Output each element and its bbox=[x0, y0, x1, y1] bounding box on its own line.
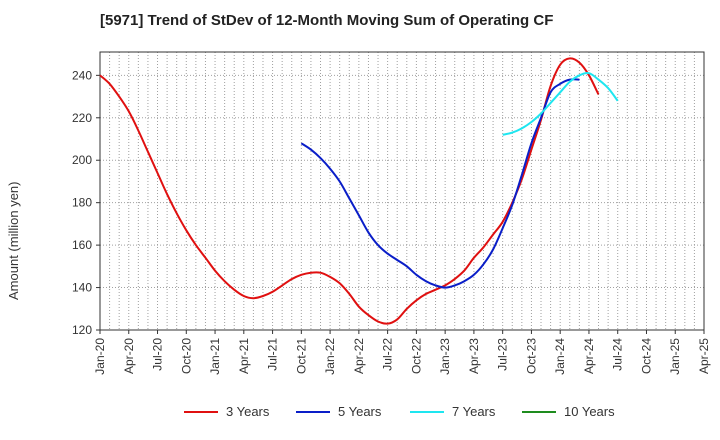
legend-label: 10 Years bbox=[564, 404, 615, 419]
x-tick-label: Jan-25 bbox=[668, 338, 682, 375]
legend-swatch bbox=[184, 410, 218, 413]
x-tick-label: Apr-22 bbox=[352, 338, 366, 374]
legend-item: 10 Years bbox=[522, 404, 615, 419]
y-tick-label: 160 bbox=[72, 238, 92, 252]
y-tick-label: 140 bbox=[72, 281, 92, 295]
x-tick-label: Jan-24 bbox=[553, 338, 567, 375]
x-tick-label: Apr-25 bbox=[697, 338, 711, 374]
x-tick-label: Jul-24 bbox=[611, 338, 625, 371]
x-tick-label: Oct-20 bbox=[179, 338, 193, 374]
plot-frame bbox=[99, 51, 705, 331]
x-tick-label: Jan-23 bbox=[438, 338, 452, 375]
legend-label: 5 Years bbox=[338, 404, 382, 419]
x-tick-label: Apr-23 bbox=[467, 338, 481, 374]
x-tick-label: Apr-20 bbox=[122, 338, 136, 374]
x-tick-label: Jul-21 bbox=[266, 338, 280, 371]
y-tick-label: 120 bbox=[72, 323, 92, 337]
y-tick-label: 220 bbox=[72, 111, 92, 125]
x-tick-label: Oct-21 bbox=[294, 338, 308, 374]
y-tick-label: 180 bbox=[72, 196, 92, 210]
y-tick-label: 200 bbox=[72, 153, 92, 167]
x-tick-label: Jul-23 bbox=[496, 338, 510, 371]
y-tick-label: 240 bbox=[72, 68, 92, 82]
legend-item: 7 Years bbox=[410, 404, 495, 419]
legend-label: 3 Years bbox=[226, 404, 270, 419]
legend-item: 3 Years bbox=[184, 404, 269, 419]
legend-swatch bbox=[522, 410, 556, 413]
legend-label: 7 Years bbox=[452, 404, 496, 419]
x-tick-label: Oct-24 bbox=[639, 338, 653, 374]
x-tick-label: Apr-24 bbox=[582, 338, 596, 374]
legend-swatch bbox=[410, 410, 444, 413]
x-tick-label: Jan-22 bbox=[323, 338, 337, 375]
legend: 3 Years 5 Years 7 Years 10 Years bbox=[0, 404, 720, 426]
x-tick-label: Jan-20 bbox=[93, 338, 107, 375]
series-line-2 bbox=[300, 78, 580, 289]
x-tick-label: Apr-21 bbox=[237, 338, 251, 374]
x-tick-label: Oct-23 bbox=[524, 338, 538, 374]
legend-item: 5 Years bbox=[296, 404, 381, 419]
legend-swatch bbox=[296, 410, 330, 413]
x-tick-label: Jul-22 bbox=[381, 338, 395, 371]
series-line-3 bbox=[502, 72, 619, 136]
x-tick-label: Jul-20 bbox=[151, 338, 165, 371]
x-tick-label: Jan-21 bbox=[208, 338, 222, 375]
chart-title: [5971] Trend of StDev of 12-Month Moving… bbox=[100, 12, 554, 29]
x-tick-label: Oct-22 bbox=[409, 338, 423, 374]
